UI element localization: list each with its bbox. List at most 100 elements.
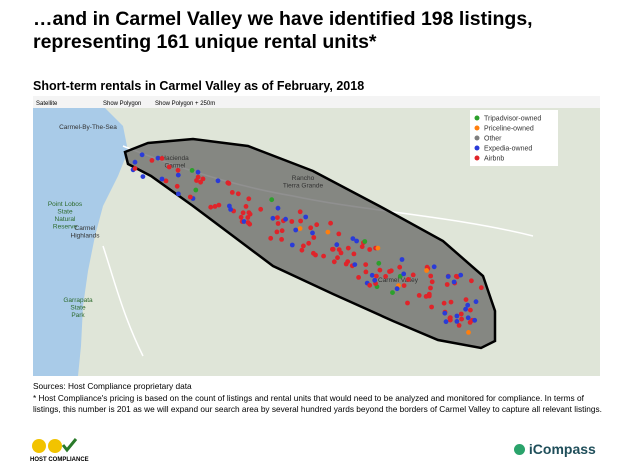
listing-dot: [356, 275, 361, 280]
listing-dot: [269, 197, 275, 203]
slide-title: …and in Carmel Valley we have identified…: [33, 8, 533, 54]
legend-dot: [474, 155, 480, 161]
listing-dot: [310, 230, 315, 236]
listing-dot: [195, 169, 201, 175]
listing-dot: [187, 194, 193, 200]
listing-dot: [473, 299, 479, 305]
listing-dot: [441, 300, 447, 306]
listing-dot: [330, 246, 335, 252]
listing-dot: [163, 178, 169, 184]
listing-dot: [351, 251, 357, 257]
legend-label: Airbnb: [484, 156, 504, 163]
listing-dot: [362, 239, 368, 244]
listing-dot: [336, 231, 342, 237]
listing-dot: [193, 187, 199, 193]
place-label-line: Point Lobos: [48, 201, 83, 208]
listing-dot: [335, 255, 340, 261]
listing-dot: [297, 209, 303, 215]
listing-dot: [325, 229, 331, 235]
listing-dot: [416, 293, 422, 298]
place-label: Carmel Valley: [378, 277, 419, 284]
listing-dot: [283, 216, 288, 222]
place-label-line: State: [70, 305, 86, 312]
listing-dot: [372, 277, 378, 283]
legend-label: Priceline-owned: [484, 126, 534, 133]
legend-label: Tripadvisor-owned: [484, 116, 541, 123]
listing-dot: [363, 262, 369, 267]
listing-dot: [367, 247, 373, 252]
listing-dot: [331, 259, 337, 265]
map-control[interactable]: Show Polygon + 250m: [155, 101, 215, 107]
place-label-line: Garrapata: [63, 297, 93, 304]
road: [102, 245, 144, 357]
listing-dot: [247, 211, 253, 217]
listing-dot: [189, 168, 195, 173]
listing-dot: [313, 252, 318, 258]
listing-dot: [447, 315, 453, 320]
listing-dot: [216, 202, 222, 208]
listing-dot: [293, 227, 299, 233]
sea: [33, 106, 128, 376]
place-label-line: Carmel Valley: [378, 277, 419, 284]
place-label-line: Carmel: [75, 225, 97, 232]
listing-dot: [465, 302, 471, 308]
legend-dot: [474, 135, 480, 141]
listing-dot: [345, 245, 351, 251]
listing-dot: [458, 272, 464, 278]
legend-label: Other: [484, 136, 502, 143]
listing-dot: [174, 183, 180, 189]
listing-dot: [208, 204, 214, 210]
listing-dot: [176, 191, 181, 197]
listing-dot: [431, 264, 437, 270]
listing-dot: [306, 240, 312, 246]
listing-dot: [338, 250, 344, 256]
listing-dot: [405, 300, 410, 306]
place-label-line: Park: [71, 312, 85, 319]
listing-dot: [289, 242, 295, 248]
listing-dot: [428, 285, 433, 291]
place-label-line: Highlands: [71, 233, 101, 240]
listing-dot: [149, 158, 155, 163]
place-label-line: Reserve: [53, 224, 78, 231]
listing-dot: [429, 279, 435, 285]
listing-dot: [459, 316, 464, 322]
listing-dot: [132, 166, 138, 171]
listing-dot: [465, 315, 471, 321]
listing-dot: [367, 282, 373, 288]
map-control[interactable]: Show Polygon: [103, 101, 141, 107]
listing-dot: [401, 283, 407, 288]
listing-dot: [354, 238, 359, 244]
legend: Tripadvisor-owned Priceline-owned Other Exp…: [474, 115, 541, 163]
listing-dot: [426, 293, 432, 299]
place-label: Rancho Tierra Grande: [283, 175, 324, 190]
place-label: Carmel-By-The-Sea: [59, 124, 117, 131]
listing-dot: [363, 269, 369, 275]
listing-dot: [155, 155, 161, 161]
subtitle: Short-term rentals in Carmel Valley as o…: [33, 79, 365, 93]
title-line: …and in Carmel Valley we have identified…: [33, 8, 533, 30]
listing-dot: [454, 319, 460, 324]
listing-dot: [311, 235, 317, 240]
listing-dot: [228, 207, 234, 212]
listing-dot: [132, 159, 138, 165]
listing-dot: [258, 206, 264, 212]
listing-dot: [456, 323, 462, 328]
listing-dot: [140, 174, 146, 179]
listing-dot: [350, 236, 356, 242]
legend-dot: [474, 125, 480, 131]
listing-dot: [289, 219, 295, 224]
listing-dot: [469, 278, 474, 284]
listing-dot: [175, 172, 181, 178]
listing-dot: [468, 307, 473, 313]
listings: [130, 152, 484, 335]
listing-dot: [279, 228, 285, 234]
listing-dot: [275, 221, 281, 226]
logo-text: iCompass: [528, 441, 596, 457]
place-label-line: Natural: [55, 216, 77, 223]
map-control[interactable]: Satellite: [36, 101, 58, 107]
place-label-line: State: [57, 209, 73, 216]
listing-dot: [410, 272, 416, 278]
place-label-line: Tierra Grande: [283, 183, 324, 190]
place-label: Point Lobos State Natural Reserve: [48, 201, 83, 231]
